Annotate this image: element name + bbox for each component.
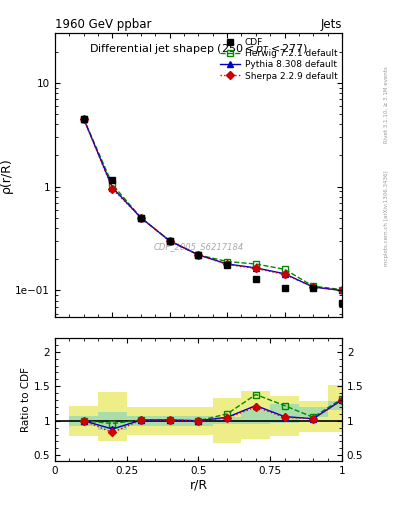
Sherpa 2.2.9 default: [253, 265, 258, 271]
Bar: [70, 416, 98, 425]
Bar: [270, 396, 299, 436]
Pythia 8.308 default: [340, 287, 344, 293]
Pythia 8.308 default: [253, 265, 258, 271]
Y-axis label: Ratio to CDF: Ratio to CDF: [21, 367, 31, 432]
Bar: [242, 391, 270, 439]
Herwig 7.2.1 default: [167, 238, 172, 244]
Bar: [70, 406, 98, 436]
Pythia 8.308 default: [110, 184, 115, 190]
Bar: [213, 417, 242, 424]
Sherpa 2.2.9 default: [311, 284, 316, 290]
Sherpa 2.2.9 default: [167, 238, 172, 244]
CDF: [167, 238, 172, 244]
Line: CDF: CDF: [81, 116, 345, 307]
CDF: [225, 262, 230, 268]
X-axis label: r/R: r/R: [189, 478, 208, 492]
CDF: [139, 215, 143, 221]
Text: 1960 GeV ppbar: 1960 GeV ppbar: [55, 18, 152, 31]
Pythia 8.308 default: [167, 238, 172, 244]
Bar: [328, 385, 356, 433]
Herwig 7.2.1 default: [282, 266, 287, 272]
Bar: [299, 401, 328, 433]
CDF: [253, 275, 258, 282]
CDF: [282, 285, 287, 291]
Pythia 8.308 default: [139, 215, 143, 221]
Sherpa 2.2.9 default: [225, 262, 230, 268]
Text: CDF_2005_S6217184: CDF_2005_S6217184: [153, 242, 244, 251]
CDF: [81, 116, 86, 122]
Herwig 7.2.1 default: [225, 259, 230, 265]
Y-axis label: ρ(r/R): ρ(r/R): [0, 158, 13, 193]
Herwig 7.2.1 default: [81, 116, 86, 122]
Bar: [242, 411, 270, 424]
Pythia 8.308 default: [282, 271, 287, 277]
Bar: [127, 416, 156, 425]
CDF: [311, 285, 316, 291]
Line: Sherpa 2.2.9 default: Sherpa 2.2.9 default: [81, 116, 345, 293]
Herwig 7.2.1 default: [340, 287, 344, 293]
Bar: [328, 401, 356, 411]
Bar: [213, 398, 242, 443]
Herwig 7.2.1 default: [196, 252, 201, 258]
Bar: [98, 392, 127, 441]
Herwig 7.2.1 default: [311, 283, 316, 289]
Sherpa 2.2.9 default: [196, 252, 201, 258]
Sherpa 2.2.9 default: [81, 116, 86, 122]
Bar: [270, 403, 299, 423]
Text: Jets: Jets: [320, 18, 342, 31]
Sherpa 2.2.9 default: [110, 186, 115, 192]
Sherpa 2.2.9 default: [139, 215, 143, 221]
Bar: [299, 407, 328, 417]
Bar: [156, 416, 184, 425]
Bar: [156, 407, 184, 435]
Legend: CDF, Herwig 7.2.1 default, Pythia 8.308 default, Sherpa 2.2.9 default: CDF, Herwig 7.2.1 default, Pythia 8.308 …: [219, 36, 339, 82]
Herwig 7.2.1 default: [253, 261, 258, 267]
CDF: [110, 177, 115, 183]
Bar: [127, 407, 156, 435]
Sherpa 2.2.9 default: [282, 271, 287, 278]
Pythia 8.308 default: [311, 284, 316, 290]
Text: Rivet 3.1.10, ≥ 3.1M events: Rivet 3.1.10, ≥ 3.1M events: [384, 66, 389, 143]
Herwig 7.2.1 default: [139, 215, 143, 221]
Herwig 7.2.1 default: [110, 181, 115, 187]
Text: Differential jet shapep $(250 < p_{T} < 277)$: Differential jet shapep $(250 < p_{T} < …: [89, 42, 308, 56]
CDF: [340, 301, 344, 307]
Pythia 8.308 default: [81, 116, 86, 122]
Text: mcplots.cern.ch [arXiv:1306.3436]: mcplots.cern.ch [arXiv:1306.3436]: [384, 170, 389, 266]
Sherpa 2.2.9 default: [340, 287, 344, 293]
Bar: [98, 412, 127, 430]
Pythia 8.308 default: [225, 261, 230, 267]
Line: Herwig 7.2.1 default: Herwig 7.2.1 default: [81, 116, 345, 293]
Pythia 8.308 default: [196, 252, 201, 258]
Bar: [184, 407, 213, 435]
CDF: [196, 252, 201, 258]
Bar: [184, 416, 213, 425]
Line: Pythia 8.308 default: Pythia 8.308 default: [81, 116, 345, 293]
